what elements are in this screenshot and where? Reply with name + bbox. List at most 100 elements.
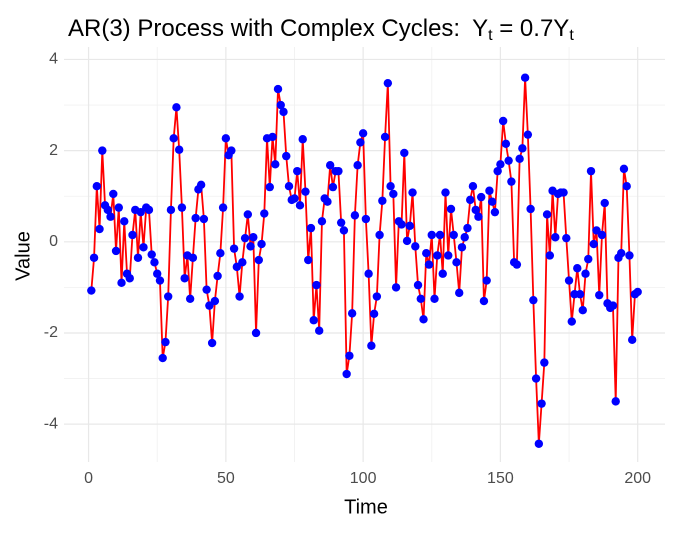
data-point xyxy=(564,276,574,285)
data-point xyxy=(518,144,527,153)
data-point xyxy=(619,164,629,174)
data-point xyxy=(358,129,368,138)
data-point xyxy=(402,236,412,246)
y-tick-label: 0 xyxy=(49,233,58,250)
data-point xyxy=(487,197,497,206)
data-point xyxy=(449,230,458,240)
data-point xyxy=(537,399,546,408)
data-point xyxy=(545,251,555,260)
data-point xyxy=(169,134,178,143)
data-point xyxy=(306,223,316,233)
data-point xyxy=(309,316,318,325)
data-point xyxy=(589,239,598,249)
data-point xyxy=(339,226,349,235)
data-point xyxy=(474,212,483,221)
data-point xyxy=(238,258,247,267)
data-point xyxy=(595,290,604,300)
data-point xyxy=(507,177,516,186)
chart-title: AR(3) Process with Complex Cycles: Yt = 0… xyxy=(68,15,574,44)
data-point xyxy=(424,260,434,269)
data-point xyxy=(540,358,549,367)
data-point xyxy=(166,205,176,215)
data-point xyxy=(512,260,522,269)
data-point xyxy=(400,148,409,158)
x-axis-label: Time xyxy=(344,496,388,518)
data-point xyxy=(314,326,324,335)
data-point xyxy=(207,338,217,348)
data-point xyxy=(111,246,121,256)
data-point xyxy=(284,181,294,191)
data-point xyxy=(375,230,384,240)
data-point xyxy=(471,205,480,215)
data-point xyxy=(221,134,231,143)
series-line xyxy=(90,77,639,444)
data-point xyxy=(479,296,489,306)
data-point xyxy=(180,274,189,283)
data-point xyxy=(345,351,354,360)
data-point xyxy=(581,269,590,278)
data-point xyxy=(389,189,398,199)
data-point xyxy=(369,309,379,319)
x-tick-label: 200 xyxy=(624,470,651,487)
data-point xyxy=(271,160,280,169)
data-point xyxy=(520,73,530,82)
data-point xyxy=(199,214,209,224)
data-point xyxy=(504,156,513,165)
data-point xyxy=(150,258,159,267)
data-point xyxy=(95,224,104,234)
data-point xyxy=(416,294,425,303)
data-point xyxy=(161,337,170,347)
data-point xyxy=(367,341,376,350)
data-point xyxy=(89,253,99,262)
data-point xyxy=(542,210,552,219)
x-tick-label: 0 xyxy=(84,470,93,487)
x-tick-label: 50 xyxy=(217,470,235,487)
data-point xyxy=(304,255,313,265)
data-point xyxy=(317,217,327,226)
data-point xyxy=(485,186,494,195)
data-point xyxy=(452,258,461,267)
data-point xyxy=(153,269,162,278)
data-point xyxy=(268,132,277,142)
y-tick-label: -2 xyxy=(44,324,58,341)
data-point xyxy=(254,255,263,265)
y-tick-label: 2 xyxy=(49,142,58,159)
data-point xyxy=(87,286,96,295)
y-tick-label: -4 xyxy=(44,415,58,432)
data-point xyxy=(430,294,439,303)
data-point xyxy=(213,271,222,281)
data-point xyxy=(243,210,253,219)
data-point xyxy=(163,292,173,301)
title-text: AR(3) Process with Complex Cycles: xyxy=(68,15,460,42)
data-point xyxy=(216,249,225,258)
data-point xyxy=(125,274,134,283)
data-point xyxy=(501,139,511,148)
data-point xyxy=(342,369,351,379)
data-point xyxy=(276,100,285,110)
data-point xyxy=(334,166,343,176)
data-point xyxy=(279,107,288,117)
data-point xyxy=(531,374,541,383)
data-point xyxy=(265,182,274,192)
data-point xyxy=(336,218,346,227)
data-point xyxy=(383,78,393,88)
data-point xyxy=(575,290,585,299)
data-point xyxy=(155,276,165,285)
data-point xyxy=(515,154,524,164)
data-point xyxy=(627,335,637,345)
title-formula: t xyxy=(488,27,493,44)
data-point xyxy=(98,146,107,155)
data-point xyxy=(188,253,198,262)
data-point xyxy=(523,130,533,139)
data-point xyxy=(147,250,156,259)
data-point xyxy=(202,285,211,294)
data-point xyxy=(361,214,371,224)
data-point xyxy=(397,220,406,229)
data-point xyxy=(372,292,382,301)
data-point xyxy=(378,196,387,205)
data-point xyxy=(364,269,373,278)
data-point xyxy=(139,243,148,252)
data-point xyxy=(573,264,582,273)
title-formula: Y xyxy=(472,15,488,42)
data-point xyxy=(586,166,596,176)
